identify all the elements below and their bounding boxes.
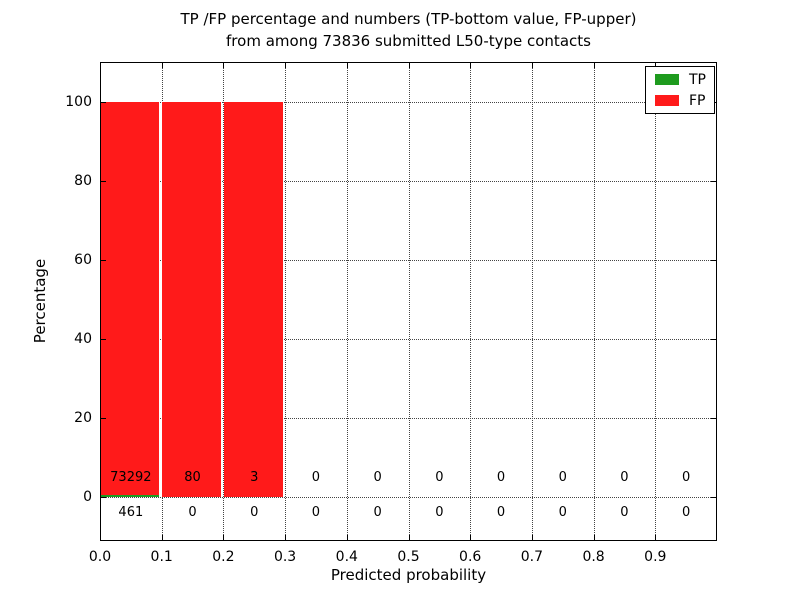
fp-count-label: 73292 <box>110 470 152 486</box>
x-tick-bottom <box>408 535 410 541</box>
legend-entry-fp: FP <box>655 94 714 108</box>
gridline-vertical <box>285 62 287 541</box>
tp-count-label: 461 <box>118 504 144 520</box>
x-tick-label: 0.9 <box>644 549 667 565</box>
x-tick-bottom <box>223 535 225 541</box>
tp-count-label: 0 <box>311 504 321 520</box>
gridline-vertical <box>593 62 595 541</box>
tp-count-label: 0 <box>620 504 629 520</box>
tp-count-label: 0 <box>558 504 567 520</box>
y-tick-left <box>100 497 106 499</box>
x-tick-top <box>470 62 472 68</box>
tp-count-label: 0 <box>435 504 444 520</box>
x-tick-bottom <box>655 535 657 541</box>
x-tick-top <box>161 62 163 68</box>
y-tick-left <box>100 180 106 182</box>
y-tick-label: 100 <box>65 93 92 110</box>
x-tick-label: 0.0 <box>88 549 112 565</box>
x-axis-label: Predicted probability <box>330 566 487 584</box>
x-tick-top <box>285 62 287 68</box>
y-tick-label: 60 <box>74 251 92 268</box>
tp-count-label: 0 <box>682 504 691 520</box>
tp-color-swatch <box>655 74 679 85</box>
plot-area: 73292 461 80 0 3 0 0 0 0 0 0 0 0 0 0 0 0 0 0 0 <box>100 62 717 541</box>
chart-title: TP /FP percentage and numbers (TP-bottom… <box>100 8 717 52</box>
x-tick-bottom <box>593 535 595 541</box>
tp-count-label: 0 <box>188 504 197 520</box>
fp-count-label: 80 <box>184 470 201 486</box>
bar-segment-fp <box>162 101 221 498</box>
fp-count-label: 0 <box>311 470 321 486</box>
x-tick-bottom <box>531 535 533 541</box>
y-tick-left <box>100 101 106 103</box>
bar-segment-fp <box>100 101 160 495</box>
legend-label-fp: FP <box>689 92 706 109</box>
fp-count-label: 0 <box>496 470 506 486</box>
fp-count-label: 0 <box>620 470 629 486</box>
tp-count-label: 0 <box>250 504 259 520</box>
y-tick-right <box>711 418 717 420</box>
gridline-vertical <box>346 62 348 541</box>
x-tick-bottom <box>161 535 163 541</box>
bar-segment-tp <box>100 494 160 498</box>
x-tick-label: 0.5 <box>397 549 420 565</box>
x-tick-top <box>223 62 225 68</box>
x-tick-bottom <box>470 535 472 541</box>
x-tick-label: 0.2 <box>212 549 235 565</box>
fp-count-label: 0 <box>435 470 444 486</box>
tp-count-label: 0 <box>496 504 506 520</box>
gridline-vertical <box>408 62 410 541</box>
gridline-vertical <box>655 62 657 541</box>
fp-count-label: 3 <box>250 470 259 486</box>
fp-count-label: 0 <box>373 470 382 486</box>
x-tick-bottom <box>346 535 348 541</box>
y-tick-left <box>100 339 106 341</box>
x-tick-top <box>655 62 657 68</box>
x-tick-top <box>100 62 101 68</box>
x-tick-label: 0.6 <box>459 549 482 565</box>
y-tick-left <box>100 259 106 261</box>
x-tick-label: 0.7 <box>520 549 544 565</box>
x-tick-top <box>531 62 533 68</box>
fp-count-label: 0 <box>682 470 691 486</box>
gridline-vertical <box>470 62 472 541</box>
bar-segment-fp <box>223 101 283 498</box>
x-tick-bottom <box>285 535 287 541</box>
gridline-vertical <box>531 62 533 541</box>
x-tick-top <box>593 62 595 68</box>
y-tick-label: 0 <box>83 489 92 506</box>
y-tick-left <box>100 418 106 420</box>
x-tick-bottom <box>100 535 101 541</box>
y-tick-label: 20 <box>74 410 92 427</box>
y-tick-right <box>711 259 717 261</box>
chart-title-line2: from among 73836 submitted L50-type cont… <box>226 32 591 50</box>
chart-title-line1: TP /FP percentage and numbers (TP-bottom… <box>180 10 637 28</box>
y-tick-right <box>711 180 717 182</box>
x-tick-top <box>346 62 348 68</box>
legend-entry-tp: TP <box>655 73 714 87</box>
legend-label-tp: TP <box>689 71 706 88</box>
fp-count-label: 0 <box>558 470 567 486</box>
tp-count-label: 0 <box>373 504 382 520</box>
y-tick-label: 40 <box>74 331 92 348</box>
x-tick-label: 0.3 <box>273 549 297 565</box>
y-tick-right <box>711 497 717 499</box>
y-tick-label: 80 <box>74 172 92 189</box>
x-tick-top <box>408 62 410 68</box>
legend: TP FP <box>645 66 715 114</box>
x-tick-label: 0.1 <box>150 549 173 565</box>
fp-color-swatch <box>655 95 679 106</box>
y-tick-right <box>711 339 717 341</box>
x-tick-label: 0.4 <box>335 549 358 565</box>
x-tick-label: 0.8 <box>582 549 605 565</box>
